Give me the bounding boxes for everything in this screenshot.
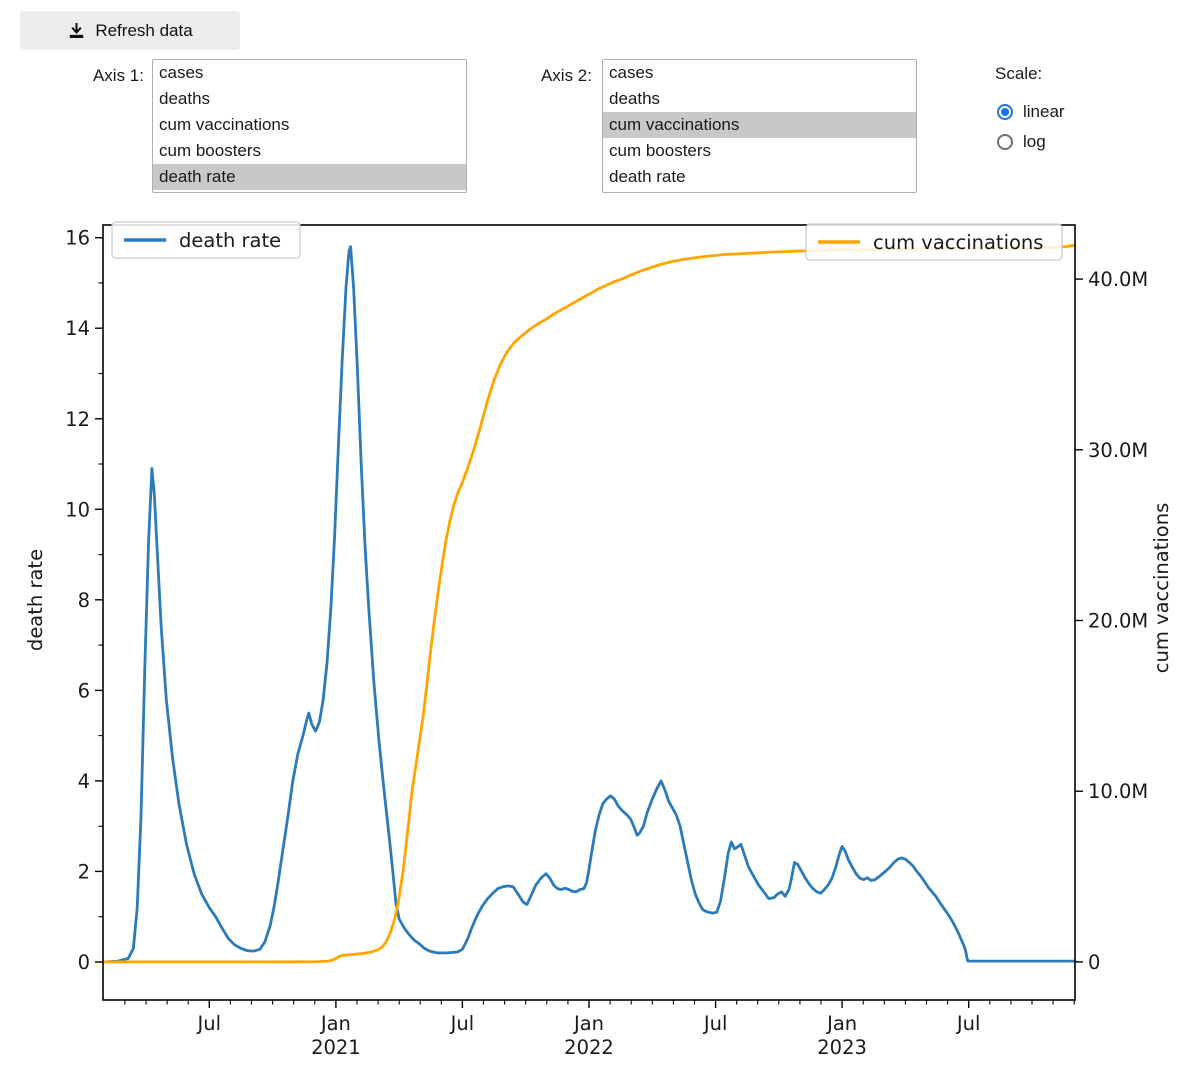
scale-radio-log[interactable]: log [997, 131, 1065, 153]
svg-text:14: 14 [65, 317, 90, 340]
axis1-option-cum-vaccinations[interactable]: cum vaccinations [159, 115, 290, 134]
svg-text:10.0M: 10.0M [1088, 780, 1148, 803]
axis2-option-deaths[interactable]: deaths [609, 89, 661, 108]
svg-text:16: 16 [65, 227, 90, 250]
axis2-label: Axis 2: [540, 66, 592, 85]
svg-text:Jul: Jul [196, 1012, 222, 1035]
axis2-option-cum-vaccinations[interactable]: cum vaccinations [603, 112, 916, 138]
axis1-option-death-rate[interactable]: death rate [153, 164, 466, 190]
svg-text:8: 8 [78, 589, 90, 612]
svg-text:4: 4 [78, 770, 90, 793]
legend-cum-vaccinations: cum vaccinations [805, 223, 1063, 261]
svg-text:Jul: Jul [955, 1012, 981, 1035]
plot-box [102, 224, 1076, 1001]
axis2-option-cases[interactable]: cases [609, 63, 654, 82]
legend-death-rate: death rate [111, 221, 301, 259]
download-icon [67, 21, 86, 40]
svg-text:Jan: Jan [825, 1012, 857, 1035]
axis1-listbox[interactable]: cases deaths cum vaccinations cum boosters d… [152, 59, 467, 193]
svg-text:20.0M: 20.0M [1088, 610, 1148, 633]
left-axis-label: death rate [24, 549, 47, 651]
svg-text:30.0M: 30.0M [1088, 439, 1148, 462]
svg-text:40.0M: 40.0M [1088, 268, 1148, 291]
series-death-rate [101, 245, 1077, 964]
radio-label: log [1023, 132, 1046, 151]
svg-text:Jul: Jul [449, 1012, 475, 1035]
scale-label: Scale: [995, 64, 1043, 83]
svg-text:0: 0 [1088, 951, 1100, 974]
radio-label: linear [1023, 102, 1065, 121]
axis1-label: Axis 1: [92, 66, 144, 85]
radio-circle-icon [997, 104, 1013, 120]
svg-text:6: 6 [78, 679, 90, 702]
axis1-option-cum-boosters[interactable]: cum boosters [159, 141, 262, 160]
axis2-option-death-rate[interactable]: death rate [609, 167, 686, 186]
svg-text:cum vaccinations: cum vaccinations [873, 231, 1043, 254]
axis1-option-cases[interactable]: cases [159, 63, 204, 82]
scale-radio-linear[interactable]: linear [997, 101, 1065, 123]
refresh-label: Refresh data [95, 20, 193, 40]
svg-text:2: 2 [78, 860, 90, 883]
axis1-option-deaths[interactable]: deaths [159, 89, 211, 108]
svg-text:Jan: Jan [572, 1012, 604, 1035]
svg-text:2023: 2023 [817, 1036, 867, 1059]
chart: Jul Jan 2021 Jul Jan 2022 Jul Jan 2023 Jul 0 2 4 6 8 10… [0, 205, 1200, 1083]
axis2-listbox[interactable]: cases deaths cum vaccinations cum boosters d… [602, 59, 917, 193]
svg-text:death rate: death rate [179, 229, 281, 252]
right-axis-label: cum vaccinations [1150, 503, 1173, 673]
svg-text:2022: 2022 [564, 1036, 614, 1059]
svg-text:2021: 2021 [311, 1036, 361, 1059]
radio-circle-icon [997, 134, 1013, 150]
scale-radio-group: linear log [997, 101, 1065, 161]
svg-text:10: 10 [65, 498, 90, 521]
svg-text:Jan: Jan [319, 1012, 351, 1035]
svg-text:Jul: Jul [702, 1012, 728, 1035]
svg-text:0: 0 [78, 951, 90, 974]
axis2-option-cum-boosters[interactable]: cum boosters [609, 141, 712, 160]
svg-text:12: 12 [65, 408, 90, 431]
series-cum-vaccinations [101, 243, 1077, 964]
refresh-button[interactable]: Refresh data [20, 11, 240, 50]
